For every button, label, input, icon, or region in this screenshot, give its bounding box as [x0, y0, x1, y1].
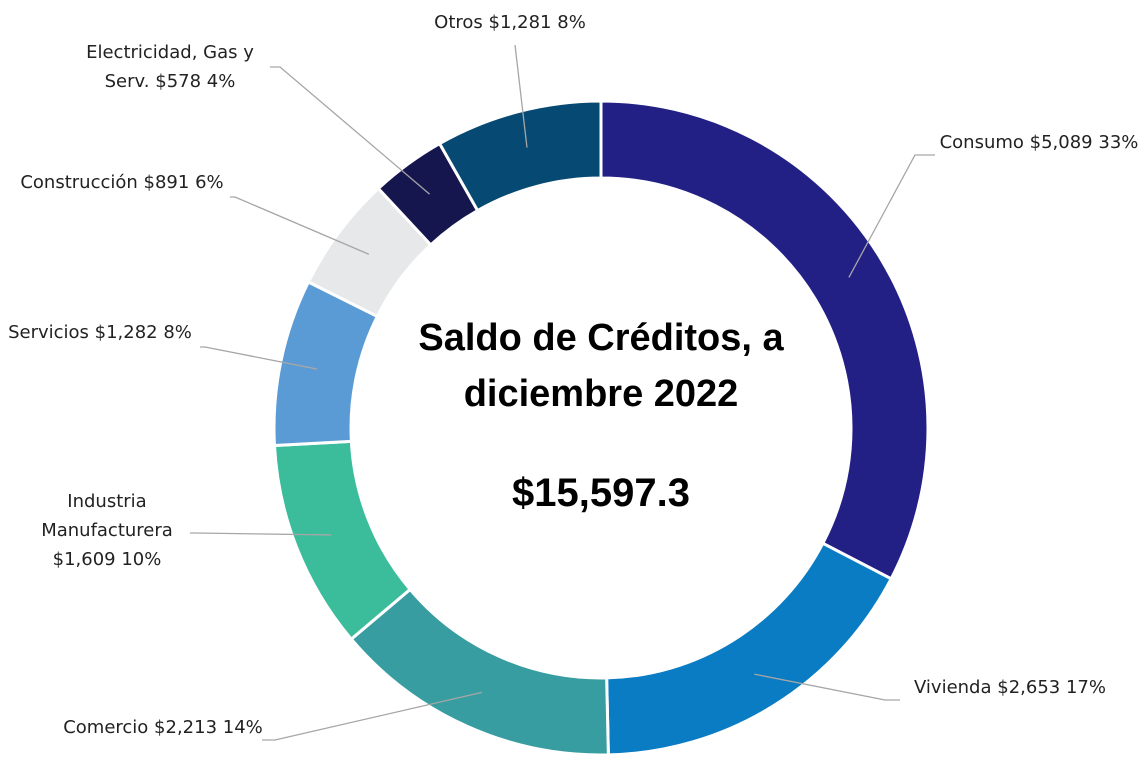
category-label: Construcción	[20, 172, 138, 193]
slice-label: Construcción $891 6%	[15, 168, 230, 197]
value-label: $1,281	[488, 12, 552, 33]
category-label: Consumo	[939, 132, 1024, 153]
slice-label: Electricidad, Gas y Serv. $578 4%	[75, 38, 265, 96]
category-label: Industria Manufacturera	[41, 491, 173, 541]
percent-label: 10%	[121, 549, 162, 570]
value-label: $578	[155, 71, 202, 92]
slice-label: Vivienda $2,653 17%	[910, 673, 1110, 702]
leader-line	[190, 532, 332, 536]
percent-label: 8%	[163, 322, 192, 343]
slice-label: Consumo $5,089 33%	[939, 128, 1139, 157]
value-label: $2,653	[997, 677, 1061, 698]
slice-label: Otros $1,281 8%	[360, 8, 660, 37]
category-label: Servicios	[8, 322, 89, 343]
percent-label: 8%	[557, 12, 586, 33]
total-label: $15,597.3	[512, 471, 690, 515]
percent-label: 4%	[206, 71, 236, 92]
chart-title: Saldo de Créditos, a diciembre 2022	[418, 317, 784, 415]
leader-line	[754, 673, 900, 701]
value-label: $891	[143, 172, 190, 193]
value-label: $1,609	[52, 549, 116, 570]
category-label: Comercio	[63, 717, 149, 738]
category-label: Vivienda	[914, 677, 992, 698]
donut-slice	[599, 99, 930, 581]
value-label: $5,089	[1029, 132, 1093, 153]
value-label: $2,213	[154, 717, 218, 738]
percent-label: 17%	[1065, 677, 1106, 698]
slice-label: Industria Manufacturera $1,609 10%	[32, 487, 182, 574]
leader-line	[262, 691, 483, 741]
leader-line	[200, 346, 318, 370]
slice-label: Comercio $2,213 14%	[63, 713, 263, 742]
donut-slice	[605, 541, 894, 757]
leader-line	[270, 66, 430, 195]
slice-label: Servicios $1,282 8%	[5, 318, 195, 347]
category-label: Otros	[434, 12, 483, 33]
donut-slice	[349, 587, 610, 757]
percent-label: 33%	[1098, 132, 1139, 153]
percent-label: 14%	[222, 717, 263, 738]
percent-label: 6%	[195, 172, 224, 193]
category-label: Electricidad, Gas y Serv.	[86, 42, 254, 92]
leader-line	[230, 196, 370, 255]
value-label: $1,282	[94, 322, 158, 343]
leader-line	[848, 154, 935, 278]
leader-line	[514, 44, 528, 148]
donut-slice	[437, 99, 603, 213]
